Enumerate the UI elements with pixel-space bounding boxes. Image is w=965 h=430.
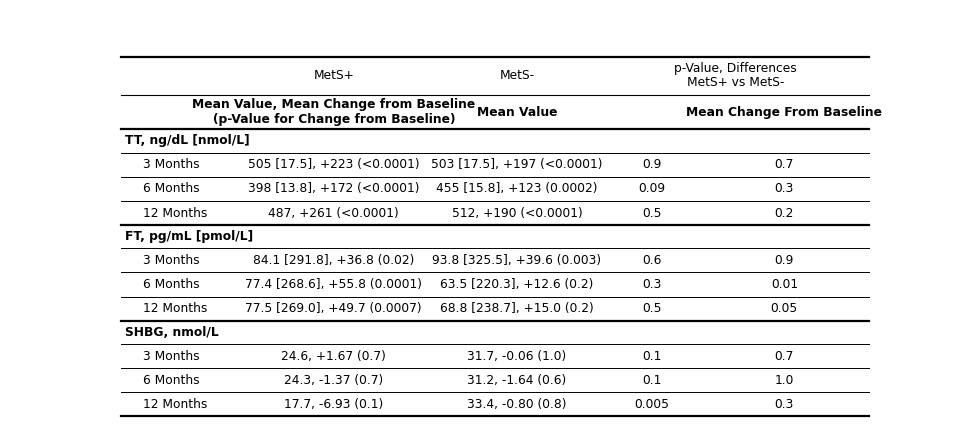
Text: 505 [17.5], +223 (<0.0001): 505 [17.5], +223 (<0.0001) xyxy=(248,158,420,171)
Text: 1.0: 1.0 xyxy=(775,374,794,387)
Text: 24.3, -1.37 (0.7): 24.3, -1.37 (0.7) xyxy=(284,374,383,387)
Text: 0.1: 0.1 xyxy=(642,350,661,362)
Text: Mean Change From Baseline: Mean Change From Baseline xyxy=(686,105,882,119)
Text: Mean Value: Mean Value xyxy=(477,105,557,119)
Text: 3 Months: 3 Months xyxy=(143,350,200,362)
Text: 0.5: 0.5 xyxy=(642,206,661,219)
Text: 12 Months: 12 Months xyxy=(143,206,207,219)
Text: SHBG, nmol/L: SHBG, nmol/L xyxy=(125,326,219,339)
Text: 6 Months: 6 Months xyxy=(143,182,200,195)
Text: 0.05: 0.05 xyxy=(771,302,798,315)
Text: MetS+ vs MetS-: MetS+ vs MetS- xyxy=(687,77,785,89)
Text: 3 Months: 3 Months xyxy=(143,158,200,171)
Text: Mean Value, Mean Change from Baseline: Mean Value, Mean Change from Baseline xyxy=(192,98,476,111)
Text: 0.7: 0.7 xyxy=(775,158,794,171)
Text: 33.4, -0.80 (0.8): 33.4, -0.80 (0.8) xyxy=(467,398,566,411)
Text: 0.7: 0.7 xyxy=(775,350,794,362)
Text: 0.6: 0.6 xyxy=(642,254,661,267)
Text: 6 Months: 6 Months xyxy=(143,374,200,387)
Text: MetS+: MetS+ xyxy=(314,69,354,82)
Text: (p-Value for Change from Baseline): (p-Value for Change from Baseline) xyxy=(212,113,455,126)
Text: 77.4 [268.6], +55.8 (0.0001): 77.4 [268.6], +55.8 (0.0001) xyxy=(245,278,423,291)
Text: 12 Months: 12 Months xyxy=(143,302,207,315)
Text: FT, pg/mL [pmol/L]: FT, pg/mL [pmol/L] xyxy=(125,230,253,243)
Text: 0.005: 0.005 xyxy=(634,398,669,411)
Text: 0.01: 0.01 xyxy=(771,278,798,291)
Text: 0.9: 0.9 xyxy=(775,254,794,267)
Text: 77.5 [269.0], +49.7 (0.0007): 77.5 [269.0], +49.7 (0.0007) xyxy=(245,302,422,315)
Text: 0.2: 0.2 xyxy=(775,206,794,219)
Text: 0.09: 0.09 xyxy=(638,182,665,195)
Text: 487, +261 (<0.0001): 487, +261 (<0.0001) xyxy=(268,206,400,219)
Text: TT, ng/dL [nmol/L]: TT, ng/dL [nmol/L] xyxy=(125,135,250,147)
Text: 68.8 [238.7], +15.0 (0.2): 68.8 [238.7], +15.0 (0.2) xyxy=(440,302,593,315)
Text: 398 [13.8], +172 (<0.0001): 398 [13.8], +172 (<0.0001) xyxy=(248,182,420,195)
Text: 0.3: 0.3 xyxy=(775,398,794,411)
Text: 31.2, -1.64 (0.6): 31.2, -1.64 (0.6) xyxy=(467,374,566,387)
Text: 24.6, +1.67 (0.7): 24.6, +1.67 (0.7) xyxy=(282,350,386,362)
Text: 12 Months: 12 Months xyxy=(143,398,207,411)
Text: 0.9: 0.9 xyxy=(642,158,661,171)
Text: 63.5 [220.3], +12.6 (0.2): 63.5 [220.3], +12.6 (0.2) xyxy=(440,278,593,291)
Text: 6 Months: 6 Months xyxy=(143,278,200,291)
Text: 0.3: 0.3 xyxy=(775,182,794,195)
Text: 31.7, -0.06 (1.0): 31.7, -0.06 (1.0) xyxy=(467,350,566,362)
Text: 84.1 [291.8], +36.8 (0.02): 84.1 [291.8], +36.8 (0.02) xyxy=(253,254,414,267)
Text: 512, +190 (<0.0001): 512, +190 (<0.0001) xyxy=(452,206,582,219)
Text: MetS-: MetS- xyxy=(500,69,535,82)
Text: 0.3: 0.3 xyxy=(642,278,661,291)
Text: 17.7, -6.93 (0.1): 17.7, -6.93 (0.1) xyxy=(284,398,383,411)
Text: 455 [15.8], +123 (0.0002): 455 [15.8], +123 (0.0002) xyxy=(436,182,597,195)
Text: 93.8 [325.5], +39.6 (0.003): 93.8 [325.5], +39.6 (0.003) xyxy=(432,254,601,267)
Text: 503 [17.5], +197 (<0.0001): 503 [17.5], +197 (<0.0001) xyxy=(431,158,603,171)
Text: p-Value, Differences: p-Value, Differences xyxy=(675,62,797,75)
Text: 3 Months: 3 Months xyxy=(143,254,200,267)
Text: 0.1: 0.1 xyxy=(642,374,661,387)
Text: 0.5: 0.5 xyxy=(642,302,661,315)
